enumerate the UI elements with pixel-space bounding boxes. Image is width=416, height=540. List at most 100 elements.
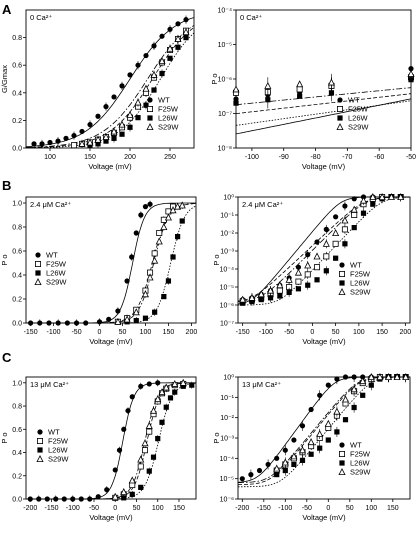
data-point bbox=[155, 237, 163, 245]
chart-annotation: 2.4 μM Ca²⁺ bbox=[30, 200, 71, 209]
y-tick-label: 10⁻⁴ bbox=[220, 267, 235, 274]
data-point bbox=[35, 260, 42, 267]
data-point bbox=[86, 138, 94, 146]
data-point bbox=[169, 206, 177, 214]
data-point bbox=[37, 320, 43, 326]
data-point bbox=[44, 496, 50, 502]
data-point bbox=[138, 383, 144, 389]
data-point bbox=[276, 281, 284, 289]
y-tick-label: 0.6 bbox=[12, 63, 22, 70]
data-point bbox=[155, 435, 161, 442]
data-point bbox=[368, 382, 374, 388]
data-point bbox=[71, 142, 78, 149]
data-point bbox=[55, 320, 61, 326]
x-tick-label: -150 bbox=[236, 329, 250, 336]
data-point bbox=[323, 268, 329, 274]
data-point bbox=[159, 70, 165, 77]
y-tick-label: 10⁻⁴ bbox=[218, 8, 233, 15]
data-point bbox=[179, 218, 185, 224]
data-point bbox=[160, 223, 168, 231]
data-point bbox=[138, 212, 144, 218]
x-tick-label: -200 bbox=[235, 505, 249, 512]
y-tick-label: 1.0 bbox=[12, 201, 22, 208]
data-point bbox=[164, 213, 172, 221]
data-point bbox=[142, 204, 149, 210]
data-point bbox=[70, 496, 76, 502]
x-tick-label: -90 bbox=[279, 154, 289, 161]
y-tick-label: 10⁻⁷ bbox=[220, 321, 234, 328]
data-point bbox=[146, 468, 152, 474]
data-point bbox=[325, 382, 331, 388]
x-tick-label: -100 bbox=[47, 329, 61, 336]
data-point bbox=[342, 417, 349, 423]
data-point bbox=[327, 78, 336, 86]
data-point bbox=[256, 467, 263, 474]
data-point bbox=[111, 492, 119, 500]
data-point bbox=[233, 96, 239, 102]
data-point bbox=[162, 383, 170, 391]
data-point bbox=[232, 85, 240, 93]
plot-frame bbox=[25, 9, 195, 149]
x-tick-label: 100 bbox=[152, 505, 164, 512]
data-point bbox=[248, 293, 256, 301]
data-point bbox=[342, 203, 348, 209]
data-point bbox=[61, 496, 67, 502]
data-point bbox=[151, 256, 159, 264]
data-point bbox=[125, 408, 131, 414]
x-tick-label: 50 bbox=[332, 329, 340, 336]
y-tick-label: 10⁻¹ bbox=[220, 213, 234, 220]
data-point bbox=[350, 385, 358, 393]
data-point bbox=[367, 373, 375, 381]
data-point bbox=[146, 123, 154, 131]
data-point bbox=[334, 376, 340, 382]
x-tick-label: -150 bbox=[257, 505, 271, 512]
legend-entry: L26W bbox=[158, 114, 179, 123]
data-point bbox=[175, 21, 181, 27]
y-axis-label: P o bbox=[212, 254, 221, 265]
fit-curve bbox=[237, 196, 410, 302]
data-point bbox=[393, 373, 401, 381]
data-point bbox=[116, 447, 123, 453]
y-tick-label: 10⁻⁵ bbox=[220, 476, 234, 483]
legend-entry: WT bbox=[348, 96, 360, 105]
data-point bbox=[155, 380, 161, 386]
data-point bbox=[324, 419, 332, 427]
data-point bbox=[170, 254, 176, 260]
data-point bbox=[119, 131, 125, 137]
data-point bbox=[46, 320, 52, 326]
data-point bbox=[314, 239, 320, 245]
y-tick-label: 0.0 bbox=[12, 146, 22, 153]
data-point bbox=[103, 104, 109, 110]
data-point bbox=[175, 234, 181, 240]
data-point bbox=[180, 383, 186, 389]
data-point bbox=[147, 115, 153, 121]
data-point bbox=[96, 319, 103, 325]
data-point bbox=[158, 57, 166, 65]
data-point bbox=[146, 106, 153, 113]
data-point bbox=[102, 132, 110, 140]
x-tick-label: -60 bbox=[374, 154, 384, 161]
data-point bbox=[63, 135, 69, 141]
data-point bbox=[297, 93, 303, 99]
legend-entry: L26W bbox=[350, 279, 371, 288]
x-tick-label: -80 bbox=[310, 154, 320, 161]
data-point bbox=[338, 288, 346, 296]
data-point bbox=[291, 437, 297, 443]
x-axis-label: Voltage (mV) bbox=[302, 162, 346, 171]
x-tick-label: -200 bbox=[23, 505, 37, 512]
data-point bbox=[87, 121, 93, 128]
data-point bbox=[305, 252, 311, 258]
data-point bbox=[146, 428, 153, 435]
data-point bbox=[135, 115, 141, 121]
data-point bbox=[111, 135, 117, 141]
data-point bbox=[78, 496, 84, 502]
panel-letter-c: C bbox=[2, 350, 12, 365]
data-point bbox=[159, 33, 165, 39]
data-point bbox=[118, 120, 126, 128]
x-axis-label: Voltage (mV) bbox=[88, 162, 132, 171]
data-point bbox=[146, 381, 152, 387]
data-point bbox=[339, 262, 345, 268]
y-tick-label: 0.4 bbox=[12, 273, 22, 280]
y-tick-label: 10⁻⁵ bbox=[220, 285, 234, 292]
